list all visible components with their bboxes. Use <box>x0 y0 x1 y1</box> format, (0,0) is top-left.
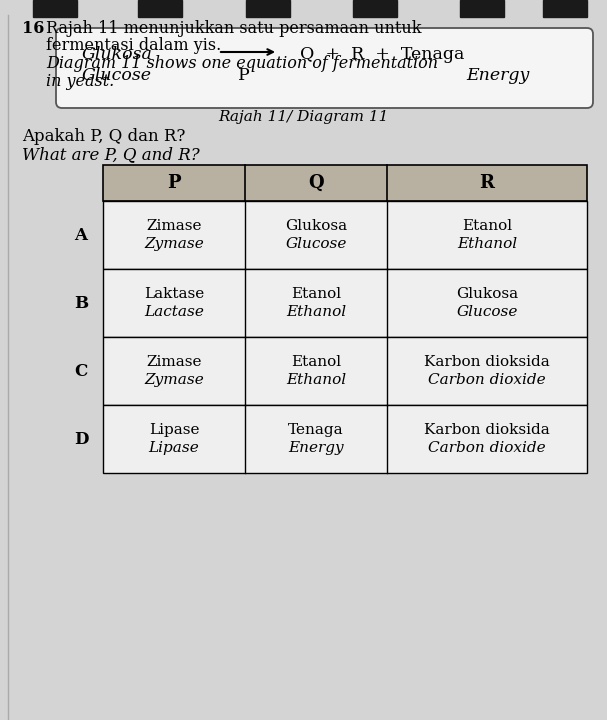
Text: Glucose: Glucose <box>82 67 152 84</box>
Bar <box>103 269 587 337</box>
Text: Rajah 11 menunjukkan satu persamaan untuk: Rajah 11 menunjukkan satu persamaan untu… <box>46 20 421 37</box>
Text: Glukosa: Glukosa <box>82 46 153 63</box>
Text: Q  +  R  +  Tenaga: Q + R + Tenaga <box>300 46 464 63</box>
Text: Glukosa: Glukosa <box>285 219 347 233</box>
Text: Q: Q <box>308 174 324 192</box>
Text: Lactase: Lactase <box>144 305 204 319</box>
Text: Zimase: Zimase <box>146 355 202 369</box>
Text: Carbon dioxide: Carbon dioxide <box>428 441 546 455</box>
Text: B: B <box>74 294 88 312</box>
Text: P: P <box>167 174 181 192</box>
Text: Rajah 11/ Diagram 11: Rajah 11/ Diagram 11 <box>218 110 388 124</box>
Text: in yeast.: in yeast. <box>46 73 114 90</box>
Text: Ethanol: Ethanol <box>286 373 346 387</box>
Text: Carbon dioxide: Carbon dioxide <box>428 373 546 387</box>
Bar <box>353 0 397 17</box>
Text: Tenaga: Tenaga <box>288 423 344 437</box>
Text: A: A <box>75 227 87 243</box>
Text: What are P, Q and R?: What are P, Q and R? <box>22 146 200 163</box>
Text: R: R <box>480 174 495 192</box>
Text: Apakah P, Q dan R?: Apakah P, Q dan R? <box>22 128 185 145</box>
Text: Zymase: Zymase <box>144 373 204 387</box>
Bar <box>543 0 587 17</box>
Text: Glukosa: Glukosa <box>456 287 518 301</box>
Text: Diagram 11 shows one equation of fermentation: Diagram 11 shows one equation of ferment… <box>46 55 438 72</box>
Text: Ethanol: Ethanol <box>457 237 517 251</box>
Text: P: P <box>238 67 249 84</box>
Text: 16: 16 <box>22 20 44 37</box>
Text: Karbon dioksida: Karbon dioksida <box>424 423 550 437</box>
Text: fermentasi dalam yis.: fermentasi dalam yis. <box>46 37 221 54</box>
Bar <box>460 0 504 17</box>
Text: Energy: Energy <box>288 441 344 455</box>
Text: Etanol: Etanol <box>291 355 341 369</box>
Text: Etanol: Etanol <box>291 287 341 301</box>
Bar <box>103 201 587 269</box>
Text: Zimase: Zimase <box>146 219 202 233</box>
Bar <box>103 337 587 405</box>
Text: Ethanol: Ethanol <box>286 305 346 319</box>
FancyBboxPatch shape <box>56 28 593 108</box>
Text: Laktase: Laktase <box>144 287 204 301</box>
Bar <box>246 0 290 17</box>
Bar <box>103 165 587 201</box>
Text: Karbon dioksida: Karbon dioksida <box>424 355 550 369</box>
Text: C: C <box>75 362 87 379</box>
Text: Etanol: Etanol <box>462 219 512 233</box>
Text: Zymase: Zymase <box>144 237 204 251</box>
Text: Glucose: Glucose <box>285 237 347 251</box>
Bar <box>138 0 182 17</box>
Bar <box>33 0 77 17</box>
Text: Energy: Energy <box>467 67 530 84</box>
Bar <box>103 405 587 473</box>
Text: Lipase: Lipase <box>149 441 199 455</box>
Text: Glucose: Glucose <box>456 305 518 319</box>
Text: D: D <box>73 431 88 448</box>
Text: Lipase: Lipase <box>149 423 199 437</box>
